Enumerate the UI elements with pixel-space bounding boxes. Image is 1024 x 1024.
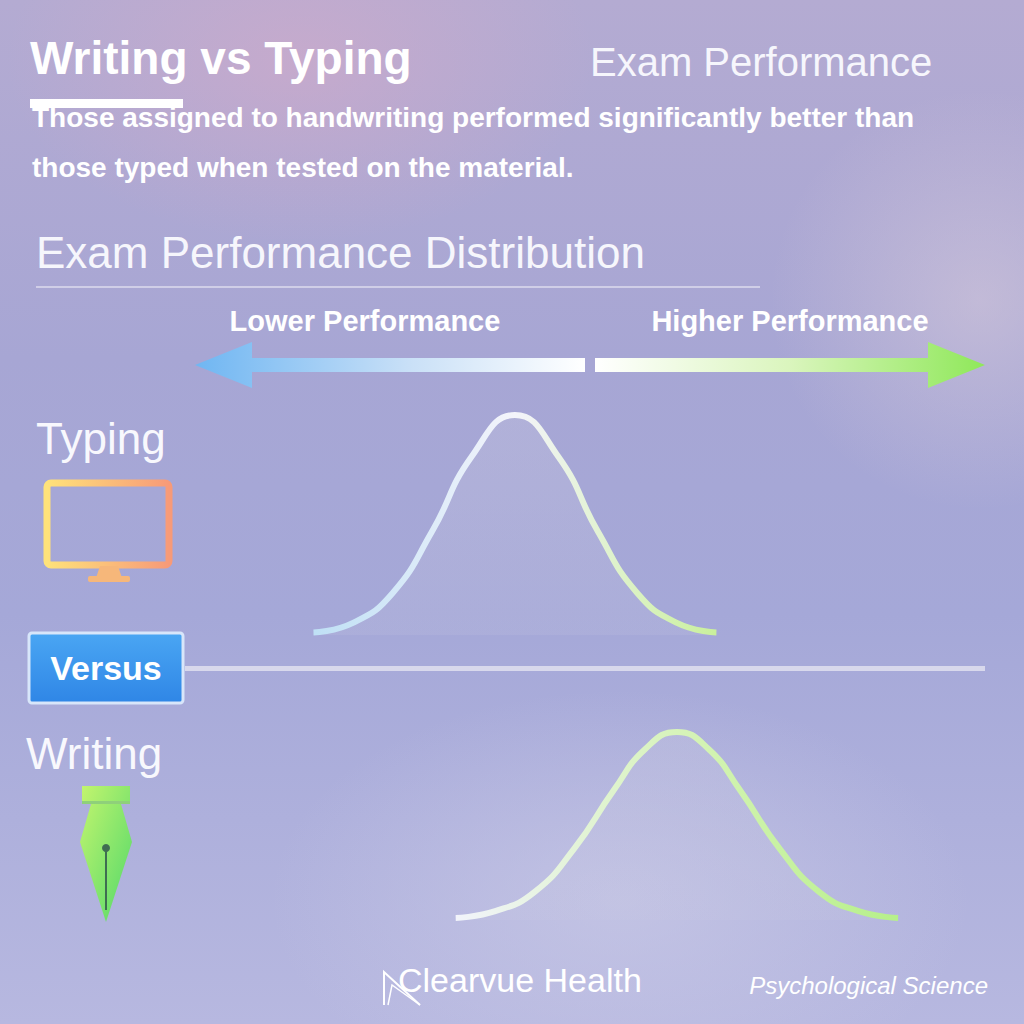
svg-text:Versus: Versus (50, 649, 162, 687)
svg-text:those typed when tested on the: those typed when tested on the material. (32, 152, 573, 183)
svg-text:Writing vs Typing: Writing vs Typing (30, 32, 412, 84)
svg-text:Writing: Writing (26, 729, 162, 778)
svg-text:Exam Performance Distribution: Exam Performance Distribution (36, 228, 645, 277)
svg-text:Those assigned to handwriting: Those assigned to handwriting performed … (32, 102, 922, 133)
svg-text:Exam Performance: Exam Performance (590, 40, 932, 84)
svg-text:Typing: Typing (36, 414, 166, 463)
svg-text:Psychological Science: Psychological Science (749, 972, 988, 999)
svg-text:Clearvue Health: Clearvue Health (398, 961, 642, 999)
svg-text:Higher Performance: Higher Performance (651, 305, 928, 337)
svg-text:Lower Performance: Lower Performance (230, 305, 501, 337)
